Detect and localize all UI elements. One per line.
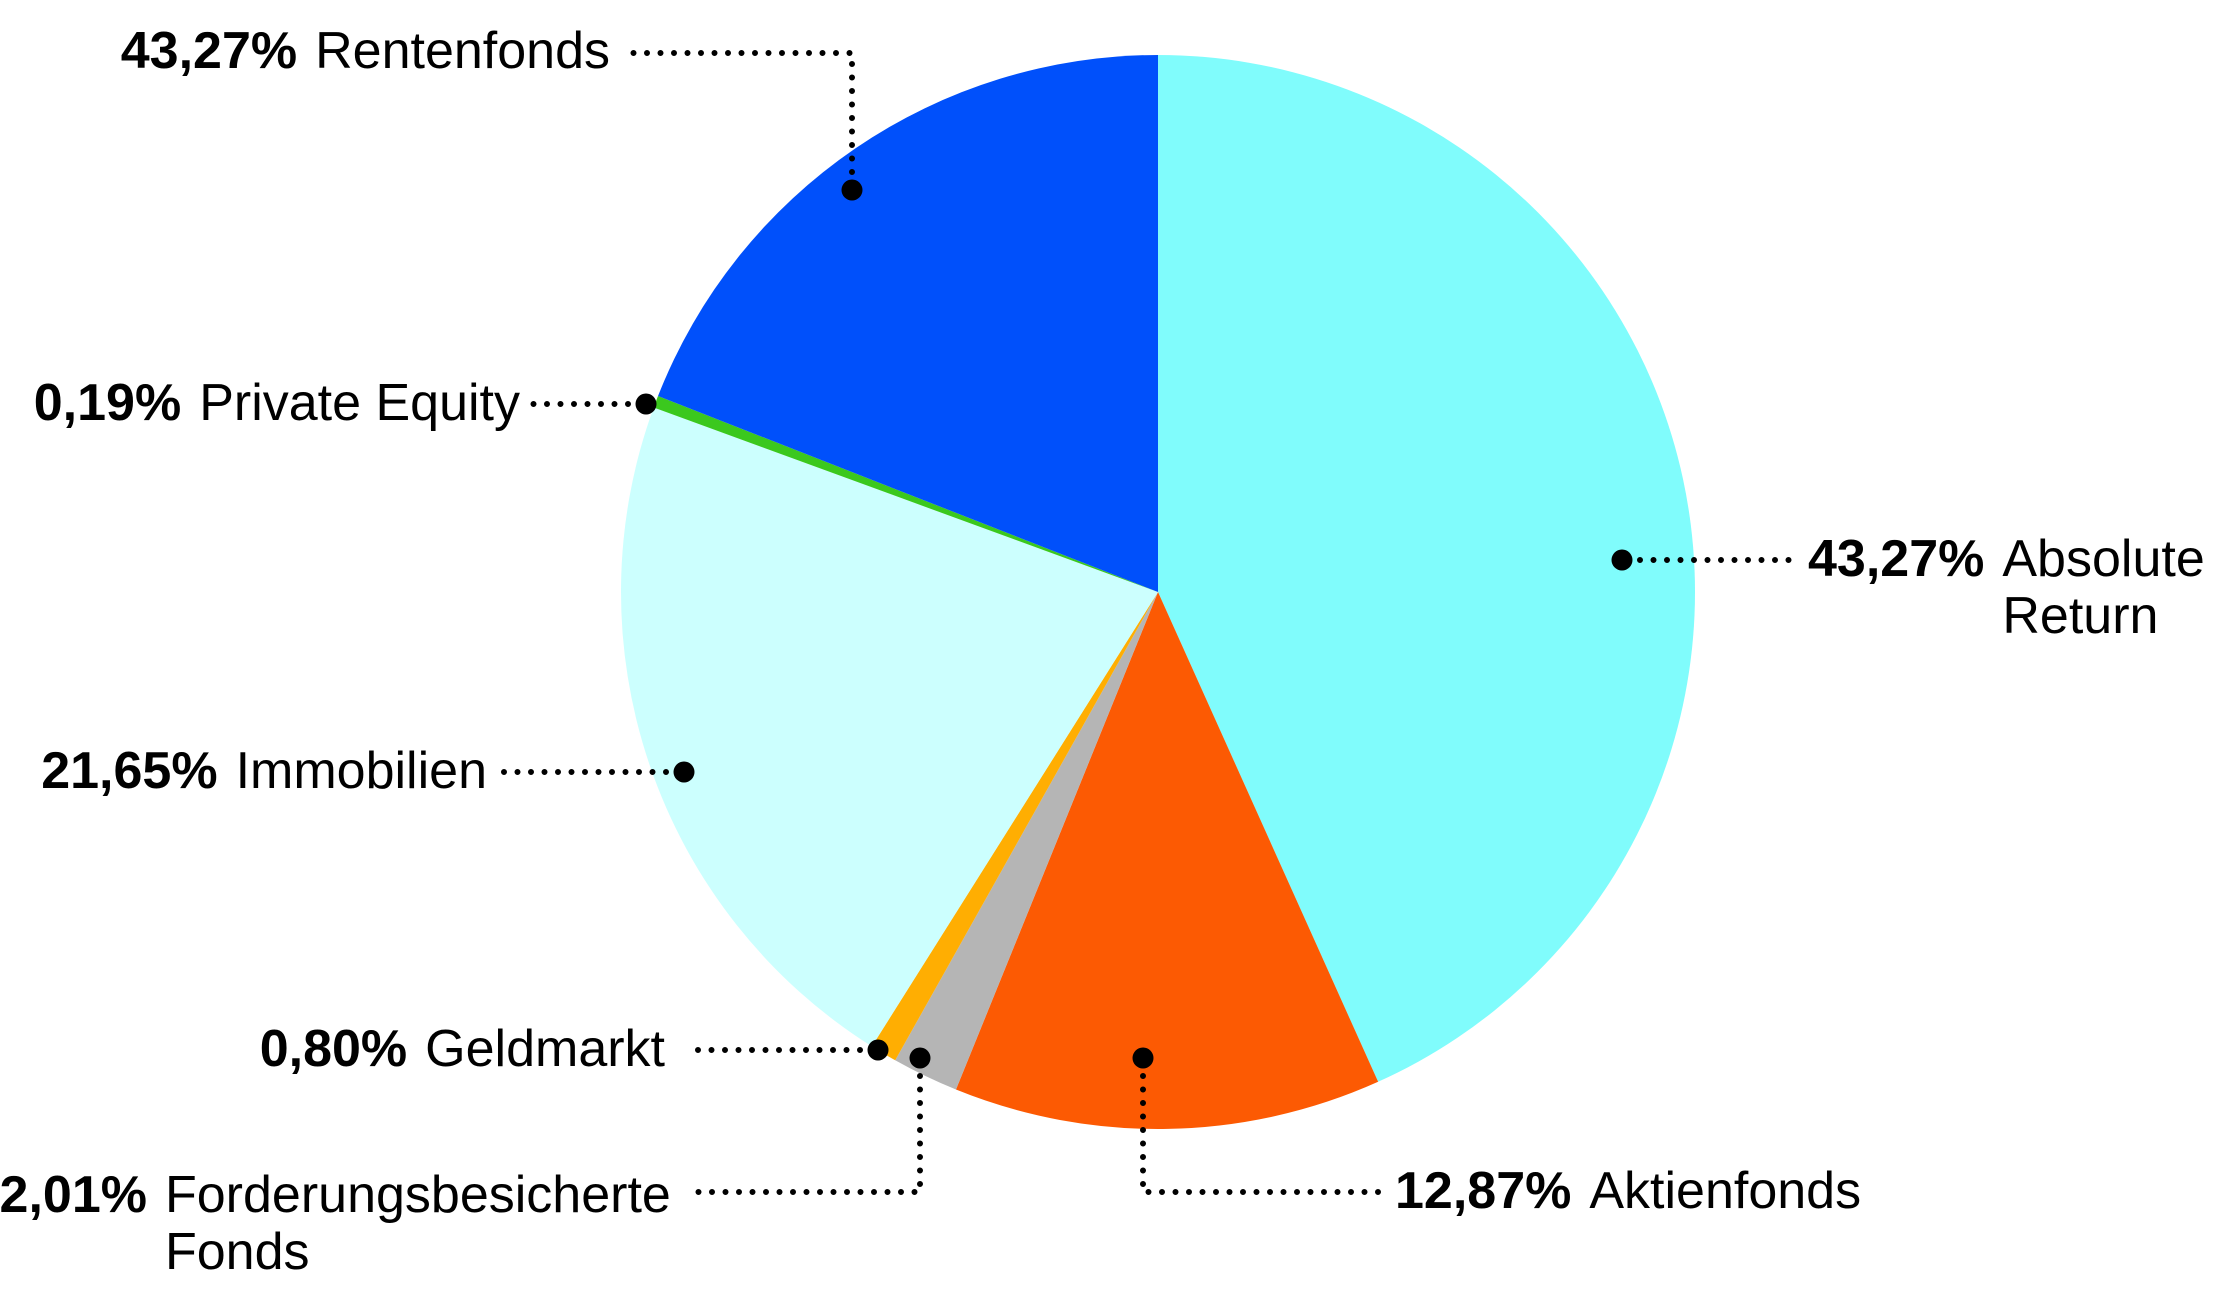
label-immobilien-pct: 21,65%: [41, 742, 218, 800]
slice-forderungsbesicherte-fonds: [895, 592, 1158, 1090]
leader-line-forderungsbesicherte-fonds: [685, 1073, 923, 1195]
label-aktienfonds-name: Aktienfonds: [1589, 1162, 1862, 1220]
leader-dot-immobilien: [673, 761, 695, 783]
leader-dot-aktienfonds: [1132, 1047, 1154, 1069]
slice-absolute-return: [1158, 55, 1696, 1082]
label-rentenfonds-pct: 43,27%: [120, 22, 298, 80]
slice-aktienfonds: [955, 592, 1379, 1130]
label-geldmarkt-pct: 0,80%: [259, 1020, 408, 1078]
label-forderungsbesicherte-fonds-name: Forderungsbesicherte Fonds: [165, 1166, 671, 1281]
label-absolute-return: 43,27% Absolute Return: [1808, 531, 2213, 645]
label-private-equity-name: Private Equity: [199, 374, 520, 432]
label-absolute-return-pct: 43,27%: [1808, 530, 1985, 588]
label-geldmarkt-name: Geldmarkt: [425, 1020, 665, 1078]
label-private-equity-pct: 0,19%: [33, 374, 182, 432]
label-forderungsbesicherte-fonds-pct: 2,01%: [0, 1166, 147, 1224]
leader-dot-absolute-return: [1611, 549, 1633, 571]
leader-dot-geldmarkt: [867, 1039, 889, 1061]
label-geldmarkt: 0,80% Geldmarkt: [260, 1021, 665, 1078]
label-forderungsbesicherte-fonds: 2,01% Forderungsbesicherte Fonds: [0, 1167, 680, 1281]
label-immobilien: 21,65% Immobilien: [41, 743, 487, 800]
label-aktienfonds-pct: 12,87%: [1395, 1162, 1572, 1220]
label-rentenfonds-name: Rentenfonds: [315, 22, 610, 80]
slice-rentenfonds: [658, 55, 1158, 592]
label-private-equity: 0,19% Private Equity: [34, 375, 520, 432]
slice-immobilien: [621, 407, 1158, 1047]
label-rentenfonds: 43,27% Rentenfonds: [121, 23, 610, 80]
slice-geldmarkt: [871, 592, 1158, 1061]
label-absolute-return-name: Absolute Return: [2002, 530, 2205, 645]
leader-dot-rentenfonds: [841, 179, 863, 201]
leader-dot-private-equity: [635, 393, 657, 415]
leader-line-aktienfonds: [1140, 1073, 1383, 1195]
slice-private-equity: [653, 396, 1158, 592]
label-aktienfonds: 12,87% Aktienfonds: [1395, 1163, 1861, 1220]
leader-dot-forderungsbesicherte-fonds: [909, 1047, 931, 1069]
label-immobilien-name: Immobilien: [235, 742, 487, 800]
leader-line-rentenfonds: [617, 50, 855, 175]
